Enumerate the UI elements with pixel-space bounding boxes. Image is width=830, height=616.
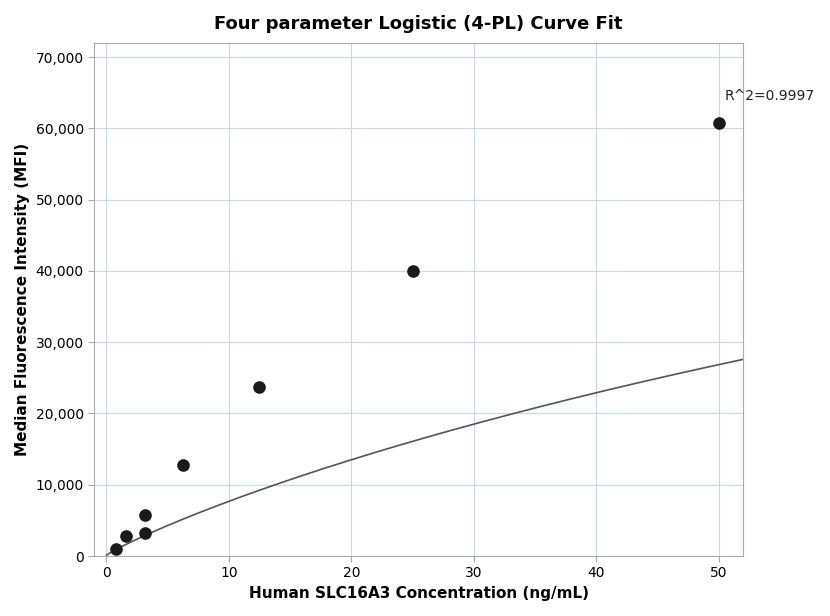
Point (712, 118, 725, 128)
Point (176, 460, 189, 470)
Point (406, 266, 419, 276)
Point (138, 511, 151, 521)
Point (110, 544, 123, 554)
Point (138, 529, 151, 538)
Point (119, 531, 132, 541)
Y-axis label: Median Fluorescence Intensity (MFI): Median Fluorescence Intensity (MFI) (15, 143, 30, 456)
Text: R^2=0.9997: R^2=0.9997 (725, 89, 815, 103)
Title: Four parameter Logistic (4-PL) Curve Fit: Four parameter Logistic (4-PL) Curve Fit (214, 15, 622, 33)
Point (253, 382, 266, 392)
X-axis label: Human SLC16A3 Concentration (ng/mL): Human SLC16A3 Concentration (ng/mL) (249, 586, 588, 601)
